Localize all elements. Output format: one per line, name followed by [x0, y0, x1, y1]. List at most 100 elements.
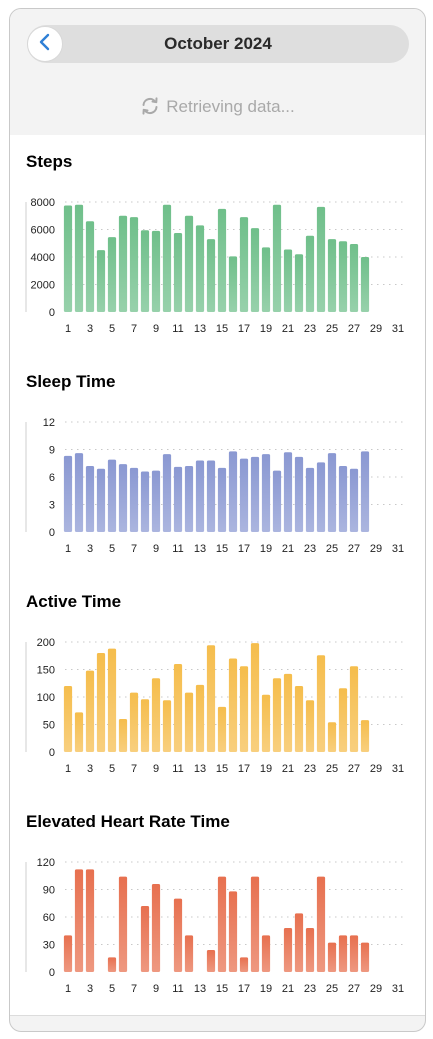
- bar: [316, 876, 326, 972]
- bar: [217, 208, 227, 312]
- x-tick-label: 9: [153, 543, 159, 555]
- bar: [283, 673, 293, 752]
- page-title: October 2024: [164, 34, 272, 53]
- chart-title: Steps: [26, 152, 73, 171]
- bar: [140, 230, 150, 312]
- bar: [327, 239, 337, 312]
- status-text: Retrieving data...: [166, 97, 295, 116]
- bar: [360, 257, 370, 312]
- bar: [327, 722, 337, 752]
- bar: [217, 876, 227, 972]
- status-message: Retrieving data...: [10, 95, 425, 122]
- x-tick-label: 15: [216, 983, 228, 995]
- x-tick-label: 11: [172, 323, 183, 335]
- x-tick-label: 25: [326, 323, 338, 335]
- x-tick-label: 27: [348, 543, 360, 555]
- bar: [140, 699, 150, 752]
- bar: [184, 466, 194, 532]
- y-tick-label: 30: [43, 940, 55, 952]
- x-tick-label: 23: [304, 543, 316, 555]
- bar: [184, 692, 194, 752]
- x-tick-label: 31: [392, 543, 404, 555]
- bottom-divider: [10, 1015, 425, 1016]
- bar: [228, 658, 238, 752]
- bar: [162, 700, 172, 752]
- x-tick-label: 21: [282, 763, 294, 775]
- bar: [184, 215, 194, 312]
- bar: [360, 451, 370, 532]
- bar: [294, 456, 304, 532]
- y-tick-label: 2000: [31, 280, 55, 292]
- bar: [96, 653, 106, 752]
- bar: [217, 706, 227, 752]
- x-tick-label: 15: [216, 763, 228, 775]
- chart-title: Sleep Time: [26, 372, 116, 391]
- bar: [261, 247, 271, 312]
- x-tick-label: 29: [370, 323, 382, 335]
- back-button[interactable]: [27, 26, 63, 62]
- bar: [305, 928, 315, 972]
- y-tick-label: 6: [49, 472, 55, 484]
- x-tick-label: 21: [282, 323, 294, 335]
- charts-container: Steps 0 2000 4000 6000 8000 1 3 5 7 9 11 13 15 17 19 21…: [10, 135, 425, 1015]
- x-tick-label: 7: [131, 543, 137, 555]
- chart-title: Elevated Heart Rate Time: [26, 812, 230, 831]
- bar: [261, 694, 271, 752]
- bar: [74, 204, 84, 312]
- chevron-left-icon: [38, 33, 52, 56]
- x-tick-label: 13: [194, 323, 206, 335]
- bar: [327, 453, 337, 532]
- x-tick-label: 19: [260, 323, 272, 335]
- bar: [140, 471, 150, 532]
- bar: [162, 204, 172, 312]
- bar: [162, 454, 172, 532]
- bar: [195, 684, 205, 752]
- bar: [85, 466, 95, 532]
- x-tick-label: 25: [326, 543, 338, 555]
- x-tick-label: 3: [87, 983, 93, 995]
- bar: [195, 460, 205, 532]
- sleep-time-chart: Sleep Time 0 3 6 9 12 1 3 5 7 9 11 13 15 17 19 21 23 25 27…: [10, 372, 425, 592]
- bar: [316, 655, 326, 752]
- bar: [151, 884, 161, 972]
- x-tick-label: 27: [348, 983, 360, 995]
- x-tick-label: 1: [65, 543, 71, 555]
- y-tick-label: 0: [49, 527, 55, 539]
- x-tick-label: 7: [131, 763, 137, 775]
- bar: [184, 935, 194, 972]
- x-tick-label: 11: [172, 983, 183, 995]
- x-tick-label: 15: [216, 543, 228, 555]
- bar: [129, 467, 139, 532]
- bar: [349, 935, 359, 972]
- bar: [283, 249, 293, 312]
- y-tick-label: 150: [37, 665, 55, 677]
- bar: [217, 467, 227, 532]
- bar: [107, 459, 117, 532]
- bar: [206, 950, 216, 972]
- elevated-heart-rate-chart: Elevated Heart Rate Time 0 30 60 90 120 1 3 5 7 9…: [10, 812, 425, 1031]
- y-tick-label: 3: [49, 500, 55, 512]
- x-tick-label: 23: [304, 983, 316, 995]
- x-tick-label: 7: [131, 983, 137, 995]
- bar: [85, 869, 95, 972]
- steps-chart: Steps 0 2000 4000 6000 8000 1 3 5 7 9 11 13 15 17 19 21…: [10, 152, 425, 372]
- bar: [250, 228, 260, 312]
- x-tick-label: 1: [65, 983, 71, 995]
- bar: [239, 458, 249, 532]
- bar: [305, 467, 315, 532]
- y-tick-label: 8000: [31, 197, 55, 209]
- x-tick-label: 11: [172, 543, 183, 555]
- bar: [107, 957, 117, 972]
- bar: [173, 898, 183, 972]
- bar: [327, 942, 337, 972]
- x-tick-label: 25: [326, 763, 338, 775]
- x-tick-label: 11: [172, 763, 183, 775]
- bar: [206, 645, 216, 752]
- y-tick-label: 6000: [31, 225, 55, 237]
- y-tick-label: 12: [43, 417, 55, 429]
- bar: [272, 470, 282, 532]
- x-tick-label: 17: [238, 763, 250, 775]
